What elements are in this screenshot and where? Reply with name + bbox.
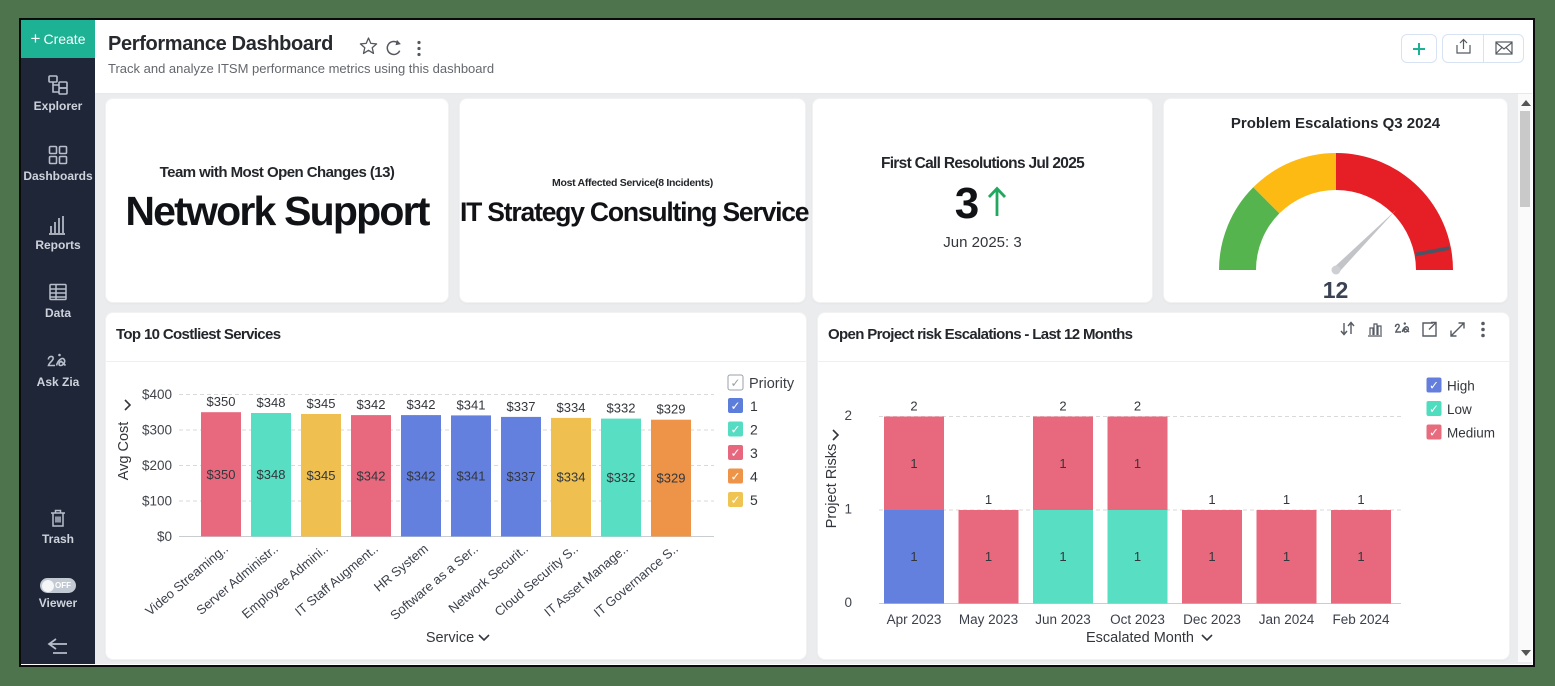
svg-text:$341: $341 xyxy=(457,397,486,412)
svg-text:Low: Low xyxy=(1447,402,1472,417)
svg-text:✓: ✓ xyxy=(730,493,740,507)
svg-text:1: 1 xyxy=(750,398,758,414)
svg-text:1: 1 xyxy=(1059,549,1066,564)
svg-text:Cloud Security S..: Cloud Security S.. xyxy=(492,541,581,619)
svg-text:✓: ✓ xyxy=(730,399,740,413)
svg-text:✓: ✓ xyxy=(730,423,740,437)
svg-text:Dec 2023: Dec 2023 xyxy=(1183,612,1241,627)
svg-text:Avg Cost: Avg Cost xyxy=(116,422,132,481)
svg-text:Escalated Month: Escalated Month xyxy=(1086,630,1194,646)
svg-text:IT Staff Augment..: IT Staff Augment.. xyxy=(292,541,381,619)
svg-text:$345: $345 xyxy=(307,396,336,411)
svg-text:1: 1 xyxy=(1357,549,1364,564)
svg-text:Project Risks: Project Risks xyxy=(824,444,840,529)
svg-text:Service: Service xyxy=(426,630,474,646)
svg-text:$337: $337 xyxy=(507,469,536,484)
svg-text:1: 1 xyxy=(1283,492,1290,507)
svg-text:$400: $400 xyxy=(142,387,172,402)
svg-text:$329: $329 xyxy=(657,471,686,486)
svg-text:✓: ✓ xyxy=(730,470,740,484)
svg-text:$334: $334 xyxy=(557,470,586,485)
svg-text:✓: ✓ xyxy=(730,376,740,390)
svg-text:1: 1 xyxy=(1357,492,1364,507)
svg-text:$334: $334 xyxy=(557,400,586,415)
svg-text:✓: ✓ xyxy=(1429,379,1439,393)
svg-text:High: High xyxy=(1447,379,1475,394)
svg-text:$348: $348 xyxy=(257,467,286,482)
svg-text:2: 2 xyxy=(750,422,758,438)
svg-text:1: 1 xyxy=(1283,549,1290,564)
svg-text:0: 0 xyxy=(844,595,852,610)
svg-text:$329: $329 xyxy=(657,402,686,417)
svg-text:2: 2 xyxy=(1059,399,1066,414)
svg-text:$342: $342 xyxy=(407,468,436,483)
svg-text:3: 3 xyxy=(750,445,758,461)
svg-text:2: 2 xyxy=(910,399,917,414)
svg-text:5: 5 xyxy=(750,492,758,508)
svg-text:1: 1 xyxy=(1208,492,1215,507)
svg-text:May 2023: May 2023 xyxy=(959,612,1018,627)
svg-text:1: 1 xyxy=(1208,549,1215,564)
svg-text:$342: $342 xyxy=(357,468,386,483)
svg-text:$332: $332 xyxy=(607,470,636,485)
svg-text:Video Streaming..: Video Streaming.. xyxy=(142,541,231,619)
svg-text:✓: ✓ xyxy=(1429,426,1439,440)
svg-text:2: 2 xyxy=(1134,399,1141,414)
svg-text:1: 1 xyxy=(1059,456,1066,471)
svg-text:Software as a Ser..: Software as a Ser.. xyxy=(387,541,481,623)
svg-text:Jun 2023: Jun 2023 xyxy=(1035,612,1091,627)
svg-text:4: 4 xyxy=(750,469,758,485)
svg-text:$348: $348 xyxy=(257,395,286,410)
svg-text:1: 1 xyxy=(1134,549,1141,564)
svg-text:IT Governance S..: IT Governance S.. xyxy=(591,541,681,620)
svg-text:$345: $345 xyxy=(307,468,336,483)
svg-text:1: 1 xyxy=(910,456,917,471)
svg-text:1: 1 xyxy=(844,502,852,517)
svg-text:$332: $332 xyxy=(607,401,636,416)
svg-text:$341: $341 xyxy=(457,469,486,484)
svg-text:$342: $342 xyxy=(407,397,436,412)
svg-text:Jan 2024: Jan 2024 xyxy=(1259,612,1315,627)
svg-text:2: 2 xyxy=(844,408,852,423)
svg-text:✓: ✓ xyxy=(730,446,740,460)
svg-text:Feb 2024: Feb 2024 xyxy=(1332,612,1390,627)
svg-text:$0: $0 xyxy=(157,529,172,544)
svg-text:Oct 2023: Oct 2023 xyxy=(1110,612,1165,627)
svg-text:$337: $337 xyxy=(507,399,536,414)
svg-text:1: 1 xyxy=(910,549,917,564)
svg-text:1: 1 xyxy=(985,549,992,564)
svg-text:IT Asset Manage..: IT Asset Manage.. xyxy=(541,541,631,620)
svg-text:Employee Admini..: Employee Admini.. xyxy=(239,541,331,622)
svg-text:$300: $300 xyxy=(142,423,172,438)
svg-text:$200: $200 xyxy=(142,458,172,473)
svg-text:Apr 2023: Apr 2023 xyxy=(887,612,942,627)
svg-text:Medium: Medium xyxy=(1447,426,1495,441)
svg-text:✓: ✓ xyxy=(1429,402,1439,416)
svg-text:$342: $342 xyxy=(357,397,386,412)
svg-text:$100: $100 xyxy=(142,494,172,509)
svg-text:1: 1 xyxy=(985,492,992,507)
svg-text:1: 1 xyxy=(1134,456,1141,471)
svg-text:$350: $350 xyxy=(207,394,236,409)
svg-text:Priority: Priority xyxy=(749,376,795,392)
svg-text:$350: $350 xyxy=(207,467,236,482)
